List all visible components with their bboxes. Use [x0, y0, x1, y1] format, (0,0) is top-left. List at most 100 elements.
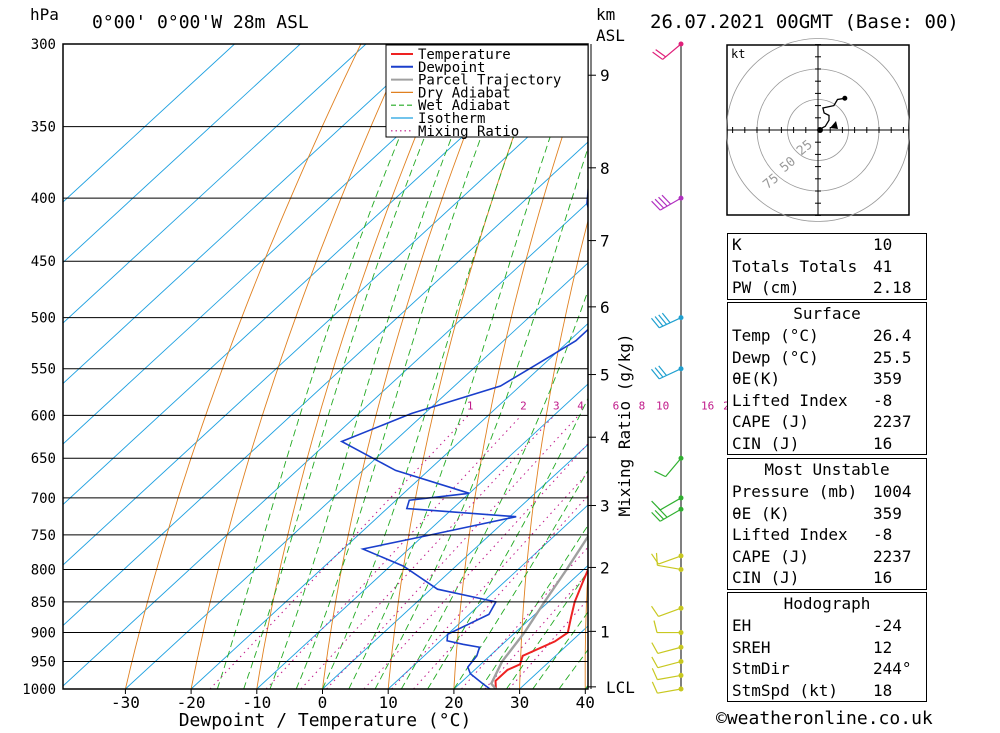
wind-barb-dot [678, 630, 684, 636]
mixing-ratio-label: 10 [656, 399, 669, 412]
wind-barb-dot [678, 455, 684, 461]
wind-barb-feather [658, 365, 667, 376]
wind-barb-shaft [657, 688, 682, 694]
index-row: Lifted Index -8 [732, 390, 893, 410]
mixing-ratio-line [484, 572, 588, 689]
km-tick-label: LCL [606, 678, 635, 697]
wind-barb-shaft [665, 457, 682, 477]
km-tick-label: 3 [600, 497, 610, 516]
hodograph-endpoint [842, 95, 848, 101]
temperature-tick-label: -10 [242, 693, 271, 712]
wet-adiabat-line [506, 570, 588, 689]
temperature-line [494, 567, 588, 689]
wind-barb-feather [658, 314, 667, 325]
wind-barb-feather [654, 509, 665, 520]
legend-box [385, 44, 589, 138]
pressure-tick-label: 850 [31, 595, 56, 611]
wind-barb-dot [678, 195, 684, 201]
wind-barb-feather [661, 194, 672, 205]
wet-adiabat-line [348, 44, 584, 689]
km-tick-label: 7 [600, 232, 610, 251]
wind-barb-feather [651, 681, 658, 694]
wind-barb-feather [654, 470, 666, 478]
hodograph-indices-panel: Hodograph EH -24 SREH 12 StmDir 244° StmSpd… [727, 592, 927, 702]
index-row: CAPE (J) 2237 [732, 546, 912, 566]
wind-barb-shaft [657, 660, 682, 669]
index-row: Totals Totals 41 [732, 256, 893, 276]
most-unstable-title: Most Unstable [764, 460, 890, 479]
temperature-tick-label: 10 [379, 693, 398, 712]
wind-barb-shaft [657, 564, 682, 571]
legend-label: Dewpoint [418, 60, 485, 76]
mixing-ratio-label: 3 [553, 399, 560, 412]
most-unstable-panel: Most Unstable Pressure (mb) 1004 θE (K) 35… [727, 458, 927, 590]
isotherm-line [63, 44, 498, 445]
pressure-tick-label: 300 [31, 37, 56, 53]
pressure-tick-label: 350 [31, 120, 56, 136]
wind-barb-feather [653, 620, 658, 633]
indices-top-panel: K 10 Totals Totals 41 PW (cm) 2.18 [727, 233, 927, 300]
dewpoint-line [339, 182, 588, 689]
plot-frame [62, 43, 589, 690]
hodograph-ring [726, 38, 910, 222]
index-row: θE (K) 359 [732, 503, 902, 523]
wind-barb-dot [678, 672, 684, 678]
temperature-tick-label: 30 [510, 693, 529, 712]
index-row: EH -24 [732, 616, 902, 635]
isotherm-line [453, 564, 588, 689]
location-title: 0°00' 0°00'W 28m ASL [92, 12, 309, 33]
wet-adiabat-line [427, 397, 588, 689]
hodograph-origin [817, 127, 823, 133]
pressure-tick-label: 550 [31, 362, 56, 378]
index-row: K 10 [732, 235, 893, 254]
dry-adiabat-line [996, 44, 1000, 689]
wet-adiabat-line [453, 469, 588, 689]
wind-barb-shaft [659, 497, 682, 511]
isotherm-line [256, 383, 588, 689]
pressure-tick-label: 1000 [22, 682, 56, 698]
pressure-tick-label: 800 [31, 562, 56, 578]
copyright-footer[interactable]: ©weatheronline.co.uk [716, 708, 933, 729]
mixing-ratio-line [461, 546, 588, 689]
mixing-ratio-line [209, 414, 469, 689]
wind-barb-shaft [657, 674, 682, 681]
isotherm-line [63, 201, 588, 687]
pressure-tick-label: 600 [31, 408, 56, 424]
mixing-ratio-line [265, 414, 522, 689]
pressure-tick-label: 400 [31, 191, 56, 207]
pressure-tick-label: 900 [31, 626, 56, 642]
index-row: PW (cm) 2.18 [732, 278, 912, 297]
wind-barb-dot [678, 366, 684, 372]
pressure-tick-label: 500 [31, 311, 56, 327]
isotherm-line [63, 141, 588, 627]
wet-adiabat-line [216, 44, 440, 689]
index-row: Temp (°C) 26.4 [732, 326, 912, 345]
pressure-tick-label: 700 [31, 491, 56, 507]
wind-barb-feather [650, 317, 660, 329]
wet-adiabat-line [295, 44, 518, 689]
wind-barb-feather [651, 605, 659, 617]
wind-barb-feather [654, 198, 665, 209]
dry-adiabat-line [256, 44, 455, 689]
index-row: θE(K) 359 [732, 369, 902, 388]
dry-adiabat-line [584, 562, 588, 689]
wind-barb-feather [651, 642, 659, 654]
mixing-ratio-label: 1 [467, 399, 474, 412]
index-row: Pressure (mb) 1004 [732, 482, 912, 501]
index-row: StmDir 244° [732, 659, 912, 678]
mixing-ratio-axis-label: Mixing Ratio (g/kg) [615, 333, 634, 516]
temperature-tick-label: -30 [111, 693, 140, 712]
wind-barb-feather [654, 367, 664, 378]
index-row: CIN (J) 16 [732, 433, 893, 453]
index-row: SREH 12 [732, 637, 893, 657]
wind-barb-feather [654, 316, 664, 327]
wind-barb-dot [678, 659, 684, 665]
mixing-ratio-label: 8 [639, 399, 646, 412]
isotherm-line [63, 44, 301, 264]
index-row: Lifted Index -8 [732, 525, 893, 544]
legend-label: Parcel Trajectory [418, 73, 561, 89]
asl-label: ASL [596, 26, 625, 45]
isotherm-line [322, 443, 588, 689]
wind-barb-dot [678, 644, 684, 650]
wind-barb-dot [678, 315, 684, 321]
